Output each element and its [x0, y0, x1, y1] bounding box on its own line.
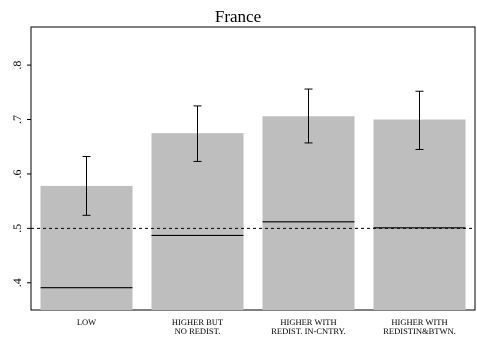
- chart-title: France: [215, 7, 261, 26]
- x-tick-label: HIGHER WITH REDISTIN&BTWN.: [383, 317, 455, 336]
- x-tick-label: HIGHER BUT NO REDIST.: [172, 317, 224, 336]
- bar: [373, 119, 466, 311]
- x-tick-label: LOW: [77, 317, 96, 327]
- bar: [262, 116, 355, 310]
- y-tick-label: .7: [10, 115, 24, 124]
- y-tick-label: .5: [10, 224, 24, 233]
- x-tick-label-line: HIGHER BUT: [172, 317, 224, 327]
- bar: [151, 133, 244, 310]
- y-tick-label: .8: [10, 61, 24, 70]
- x-tick-label-line: HIGHER WITH: [280, 317, 336, 327]
- x-tick-label: HIGHER WITH REDIST. IN-CNTRY.: [271, 317, 346, 336]
- x-tick-label-line: NO REDIST.: [175, 326, 221, 336]
- x-tick-label-line: REDISTIN&BTWN.: [383, 326, 455, 336]
- y-tick-label: .4: [10, 278, 24, 287]
- x-tick-label-line: LOW: [77, 317, 96, 327]
- y-tick-label: .6: [10, 169, 24, 178]
- x-tick-label-line: HIGHER WITH: [391, 317, 447, 327]
- x-tick-label-line: REDIST. IN-CNTRY.: [271, 326, 346, 336]
